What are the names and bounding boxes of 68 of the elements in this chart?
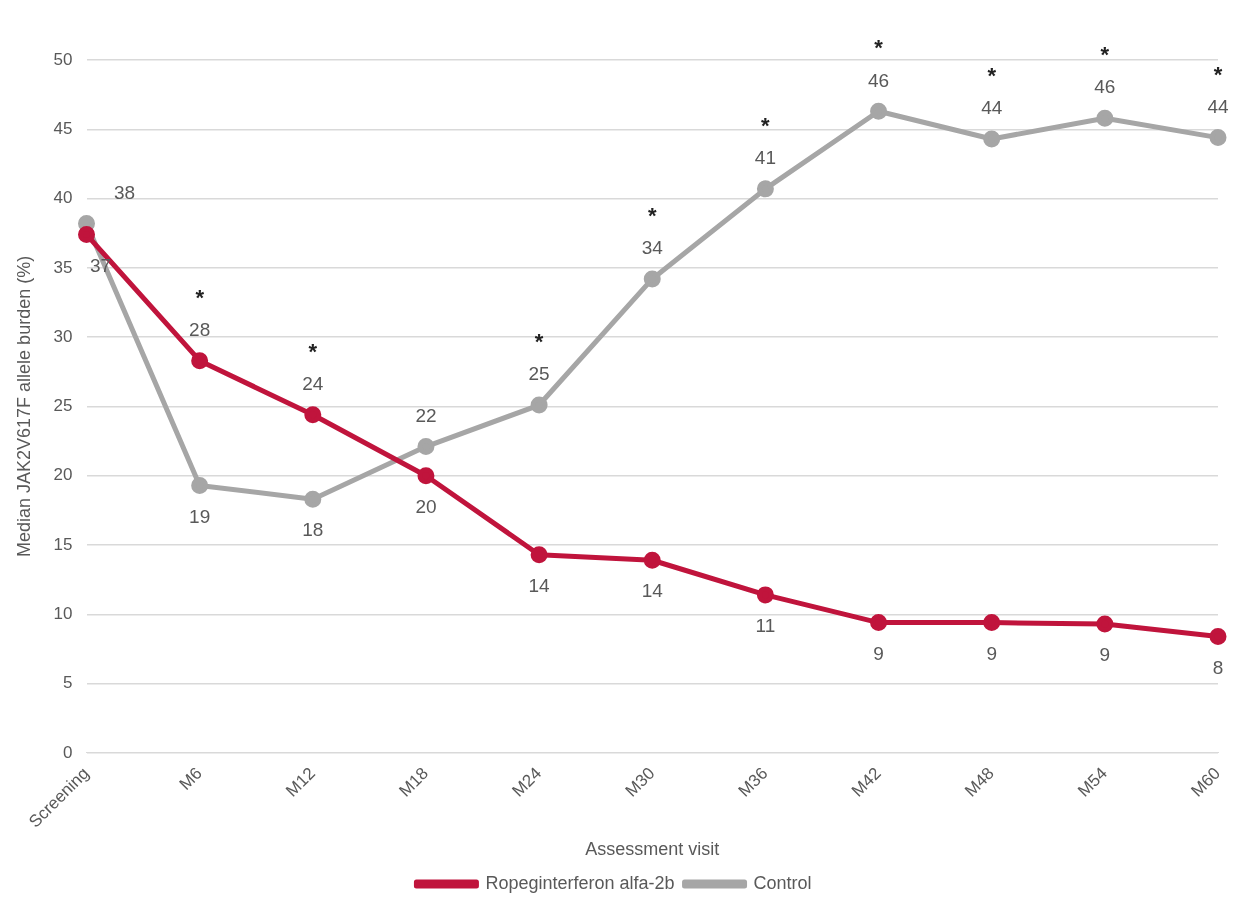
- data-label: 41: [754, 147, 776, 169]
- point: [643, 551, 661, 569]
- data-label: 20: [415, 495, 437, 517]
- y-tick-label: 35: [53, 257, 73, 277]
- y-axis-title: Median JAK2V617F allele burden (%): [13, 255, 34, 558]
- point: [191, 476, 209, 494]
- point: [304, 406, 322, 424]
- data-label: 14: [641, 580, 664, 602]
- y-tick-label: 0: [63, 742, 73, 762]
- point: [756, 180, 774, 198]
- data-label: 44: [981, 97, 1003, 119]
- point: [417, 438, 435, 456]
- y-tick-label: 5: [63, 673, 73, 693]
- point: [304, 490, 322, 508]
- annotation: *: [308, 338, 318, 364]
- data-label: 8: [1212, 656, 1224, 678]
- data-label: 19: [189, 505, 211, 527]
- point: [1209, 129, 1227, 147]
- y-tick-label: 40: [53, 188, 73, 208]
- annotation: *: [874, 35, 884, 61]
- point: [1096, 109, 1114, 127]
- data-label: 9: [873, 642, 884, 664]
- data-label: 28: [189, 318, 211, 340]
- y-tick-label: 15: [53, 534, 73, 554]
- data-label: 25: [528, 363, 550, 385]
- data-label: 34: [641, 237, 664, 259]
- point: [530, 546, 548, 564]
- x-axis-title: Assessment visit: [585, 839, 720, 860]
- data-label: 44: [1207, 95, 1229, 117]
- annotation: *: [1100, 42, 1110, 68]
- legend-label: Ropeginterferon alfa-2b: [485, 872, 675, 893]
- point: [756, 586, 774, 604]
- y-tick-label: 20: [53, 465, 73, 485]
- data-label: 38: [113, 181, 136, 203]
- data-label: 46: [867, 69, 890, 91]
- point: [1209, 627, 1227, 645]
- data-label: 11: [755, 615, 776, 637]
- data-label: 18: [302, 519, 324, 541]
- annotation: *: [647, 203, 657, 228]
- data-label: 9: [986, 642, 997, 664]
- point: [870, 102, 888, 120]
- annotation: *: [1213, 61, 1223, 87]
- data-label: 22: [415, 404, 437, 426]
- annotation: *: [761, 112, 771, 138]
- point: [417, 467, 435, 485]
- point: [983, 130, 1001, 148]
- y-tick-label: 25: [53, 396, 73, 416]
- annotation: *: [534, 329, 544, 355]
- point: [530, 396, 548, 414]
- y-tick-label: 10: [53, 603, 73, 623]
- data-label: 14: [528, 574, 551, 596]
- annotation: *: [987, 63, 997, 89]
- y-tick-label: 30: [53, 326, 73, 346]
- point: [870, 614, 888, 632]
- data-label: 9: [1099, 644, 1111, 666]
- point: [643, 270, 661, 288]
- point: [78, 226, 96, 244]
- x-tick-label: M6: [175, 763, 206, 794]
- legend-label: Control: [753, 872, 812, 893]
- data-label: 24: [302, 372, 324, 394]
- data-label: 37: [89, 254, 112, 276]
- data-label: 46: [1094, 76, 1116, 98]
- annotation: *: [195, 284, 205, 310]
- y-tick-label: 45: [53, 118, 73, 138]
- point: [1096, 615, 1114, 633]
- point: [983, 614, 1001, 632]
- point: [191, 352, 209, 370]
- y-tick-label: 50: [53, 49, 73, 69]
